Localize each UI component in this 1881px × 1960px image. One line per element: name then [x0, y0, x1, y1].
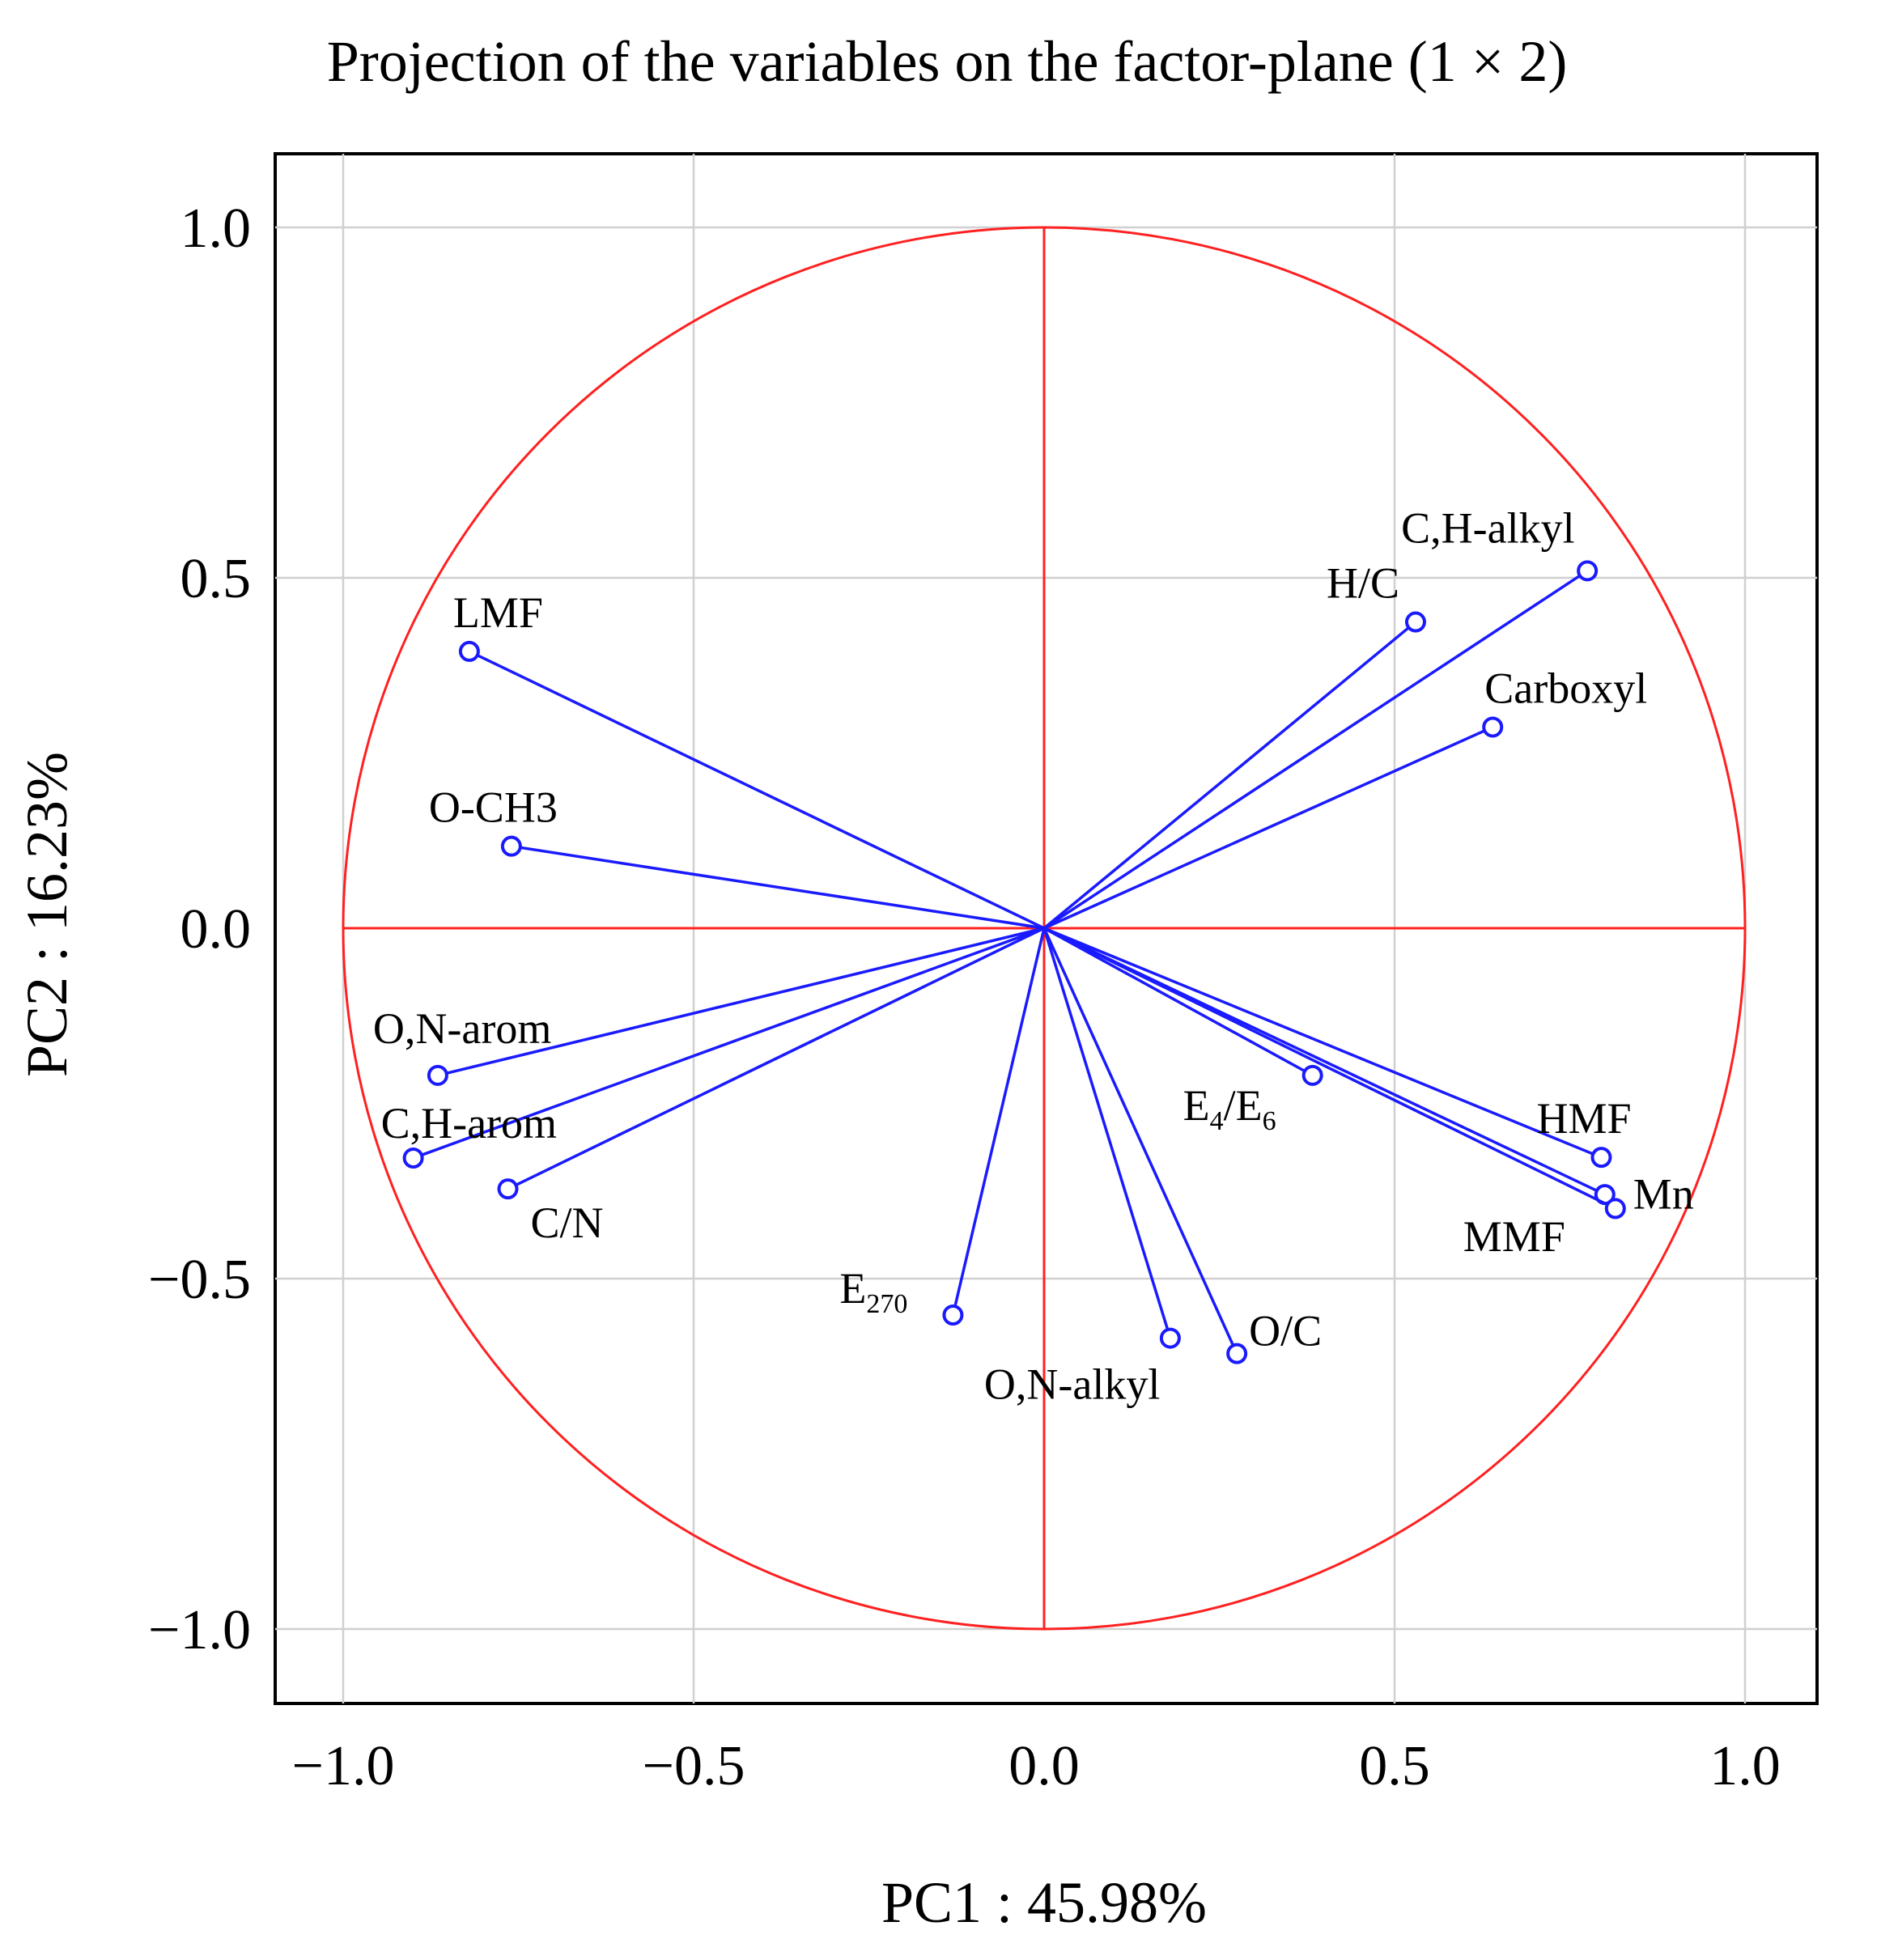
y-tick-label-1: 0.5 [180, 548, 252, 610]
vector-point-o-n-alkyl [1159, 1327, 1181, 1349]
vector-line-c-h-arom [413, 927, 1045, 1160]
vector-line-c-h-alkyl [1043, 569, 1589, 930]
y-axis-label: PC2 : 16.23% [15, 752, 79, 1077]
vector-line-carboxyl [1043, 725, 1493, 930]
x-axis-label: PC1 : 45.98% [881, 1870, 1207, 1935]
vector-line-mn [1043, 927, 1616, 1210]
y-tick-label-2: 0.0 [180, 898, 252, 961]
chart-title: Projection of the variables on the facto… [327, 29, 1568, 94]
vector-point-c-h-arom [402, 1148, 424, 1169]
vector-label-e270: E270 [839, 1264, 907, 1319]
x-tick-label-2: 0.0 [1008, 1735, 1080, 1797]
vector-label-e4-e6: E4/E6 [1183, 1081, 1276, 1136]
vector-line-lmf [469, 650, 1045, 930]
vector-label-c-h-alkyl: C,H-alkyl [1401, 503, 1574, 552]
vector-label-o-ch3: O-CH3 [429, 783, 558, 832]
tick-labels: −1.0 −0.5 0.0 0.5 1.0 1.0 0.5 0.0 −0.5 −1.0 [148, 197, 1781, 1797]
vector-line-o-c [1042, 927, 1238, 1355]
plot-frame [274, 152, 1819, 1705]
vector-point-carboxyl [1482, 716, 1504, 738]
x-tick-label-3: 0.5 [1359, 1735, 1430, 1797]
vector-line-e270 [951, 927, 1046, 1316]
vector-label-mmf: MMF [1463, 1212, 1565, 1261]
vector-line-o-ch3 [511, 844, 1045, 930]
x-tick-label-0: −1.0 [292, 1735, 395, 1797]
x-tick-label-1: −0.5 [643, 1735, 745, 1797]
vector-label-hmf: HMF [1536, 1094, 1631, 1143]
vector-label-c-h-arom: C,H-arom [381, 1099, 557, 1148]
vector-point-o-ch3 [500, 835, 522, 857]
vector-line-hmf [1043, 927, 1603, 1159]
vector-label-carboxyl: Carboxyl [1484, 664, 1647, 712]
vector-point-e4-e6 [1301, 1064, 1323, 1086]
vector-point-hmf [1590, 1147, 1612, 1169]
vector-point-c-n [497, 1178, 519, 1200]
vector-label-lmf: LMF [453, 588, 543, 637]
vector-label-o-n-arom: O,N-arom [373, 1004, 551, 1053]
vector-point-lmf [458, 640, 480, 662]
vector-label-mn: Mn [1633, 1169, 1694, 1218]
vector-point-o-c [1226, 1343, 1248, 1364]
vector-point-e270 [942, 1305, 964, 1326]
vector-label-c-n: C/N [531, 1198, 604, 1247]
vector-label-o-c: O/C [1249, 1307, 1322, 1355]
vector-point-mn [1604, 1198, 1626, 1220]
vector-line-o-n-alkyl [1042, 927, 1172, 1339]
y-tick-label-0: 1.0 [180, 197, 252, 260]
vector-point-o-n-arom [427, 1064, 448, 1086]
x-tick-label-4: 1.0 [1709, 1735, 1781, 1797]
vector-label-h-c: H/C [1327, 559, 1399, 608]
vector-point-c-h-alkyl [1577, 560, 1599, 582]
y-tick-label-3: −0.5 [148, 1249, 251, 1311]
vector-point-h-c [1404, 611, 1426, 633]
vector-line-h-c [1042, 621, 1417, 930]
y-tick-label-4: −1.0 [148, 1599, 251, 1661]
vector-line-e4-e6 [1043, 927, 1314, 1077]
vector-line-c-n [507, 927, 1045, 1190]
vector-line-o-n-arom [437, 927, 1045, 1077]
vector-label-o-n-alkyl: O,N-alkyl [984, 1360, 1160, 1409]
